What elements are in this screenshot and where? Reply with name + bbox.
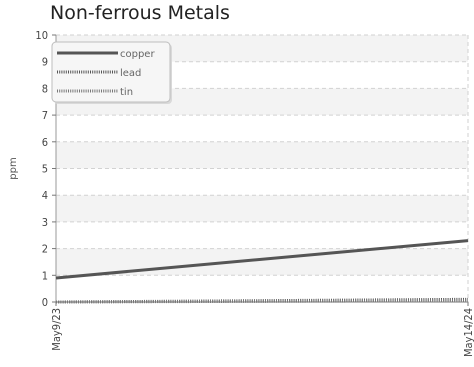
y-axis-label: ppm — [8, 157, 19, 179]
plot-band — [56, 141, 468, 169]
y-tick-label: 0 — [42, 296, 48, 309]
y-tick-labels: 0 1 2 3 4 5 6 7 8 9 10 — [35, 29, 56, 309]
x-tick-label: May14/24 — [462, 308, 474, 357]
chart-title: Non-ferrous Metals — [50, 2, 230, 24]
plot-band — [56, 195, 468, 222]
legend-label-copper: copper — [120, 49, 155, 60]
y-tick-label: 9 — [42, 56, 48, 69]
y-tick-label: 5 — [42, 163, 48, 176]
y-tick-label: 1 — [42, 269, 48, 282]
series-lines — [55, 239, 469, 304]
legend-label-lead: lead — [120, 68, 141, 79]
legend-box — [51, 41, 171, 103]
x-tick-labels: May9/23 May14/24 — [50, 302, 474, 357]
y-tick-label: 6 — [42, 136, 48, 149]
y-tick-label: 3 — [42, 216, 48, 229]
legend-label-tin: tin — [120, 87, 133, 98]
grid-lines — [55, 34, 469, 302]
x-tick-label: May9/23 — [50, 308, 63, 351]
y-tick-label: 10 — [35, 29, 48, 42]
y-tick-label: 2 — [42, 243, 48, 256]
legend[interactable]: copper lead tin — [51, 41, 172, 104]
y-tick-label: 4 — [42, 189, 48, 202]
series-line-tin — [55, 299, 469, 304]
y-tick-label: 8 — [42, 82, 48, 95]
y-tick-label: 7 — [42, 109, 48, 122]
series-line-copper — [55, 239, 469, 280]
